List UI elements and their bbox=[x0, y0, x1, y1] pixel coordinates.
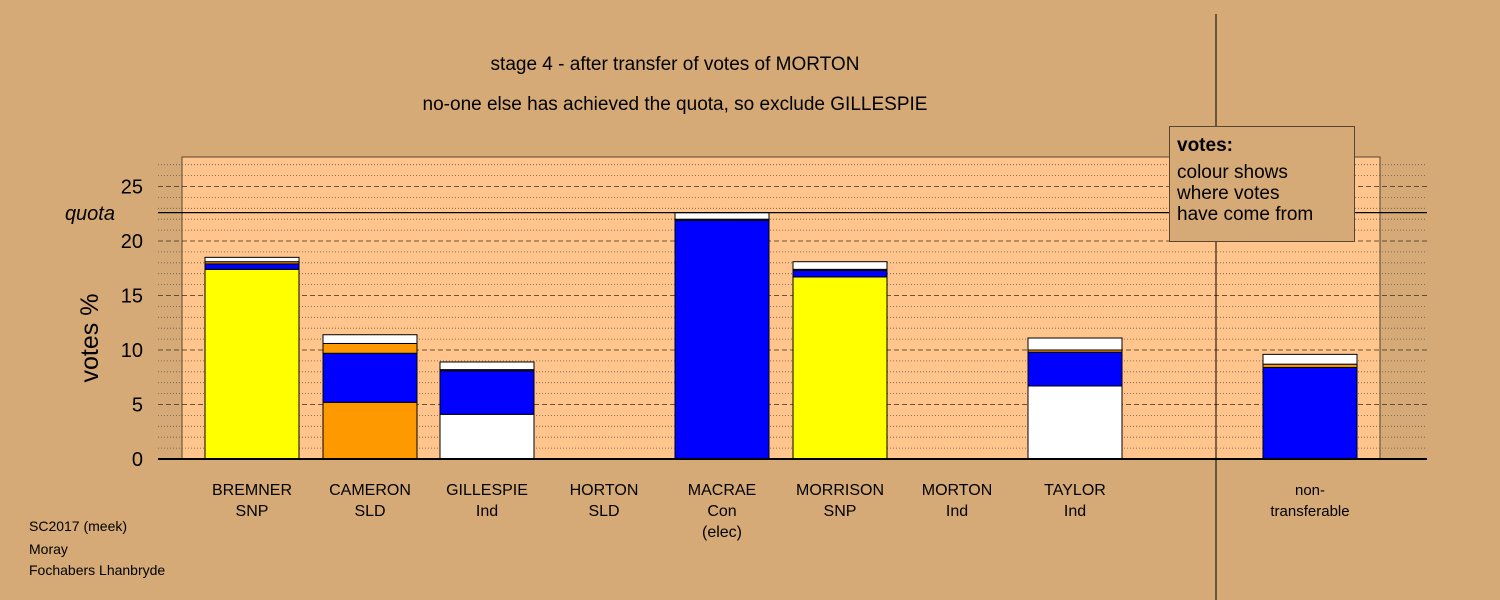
legend-title: votes: bbox=[1177, 135, 1233, 156]
category-label: CAMERON SLD bbox=[315, 480, 425, 522]
category-party: SLD bbox=[354, 503, 386, 520]
legend-box: votes: colour shows where votes have com… bbox=[1169, 126, 1355, 242]
footer-council: Moray bbox=[29, 541, 68, 557]
category-name: CAMERON bbox=[329, 482, 411, 499]
category-label: HORTON SLD bbox=[549, 480, 659, 522]
category-name: HORTON bbox=[569, 482, 639, 499]
legend-line: colour shows bbox=[1177, 162, 1288, 183]
bar-segment bbox=[792, 269, 888, 278]
bar-segment bbox=[792, 261, 888, 270]
category-party: Con bbox=[707, 503, 737, 520]
chart-subtitle: no-one else has achieved the quota, so e… bbox=[422, 94, 928, 115]
bar-segment bbox=[674, 219, 770, 460]
category-name: MACRAE bbox=[687, 482, 757, 499]
category-party: SNP bbox=[235, 503, 269, 520]
bar-segment bbox=[792, 276, 888, 460]
category-label: TAYLOR Ind bbox=[1020, 480, 1130, 522]
category-label: BREMNER SNP bbox=[197, 480, 307, 522]
y-tick-label: 5 bbox=[132, 395, 143, 417]
y-tick-label: 15 bbox=[121, 286, 143, 308]
bar-segment bbox=[204, 263, 300, 270]
category-party: SNP bbox=[823, 503, 857, 520]
category-party: Ind bbox=[1063, 503, 1087, 520]
category-label: MORTON Ind bbox=[902, 480, 1012, 522]
bar-layer bbox=[204, 212, 1358, 460]
quota-label: quota bbox=[65, 203, 115, 225]
bar-segment bbox=[322, 342, 418, 354]
bar-segment bbox=[1027, 337, 1123, 351]
chart-title: stage 4 - after transfer of votes of MOR… bbox=[490, 54, 860, 75]
category-name: BREMNER bbox=[211, 482, 292, 499]
bar-segment bbox=[322, 352, 418, 403]
axis-layer: 0 5 10 15 20 25 bbox=[121, 14, 1427, 600]
footer-election: SC2017 (meek) bbox=[29, 518, 128, 534]
category-party: SLD bbox=[588, 503, 620, 520]
category-name: MORRISON bbox=[796, 482, 884, 499]
bar-segment bbox=[1262, 353, 1358, 365]
category-party: transferable bbox=[1270, 503, 1350, 520]
category-name: non- bbox=[1294, 482, 1326, 499]
bar-segment bbox=[1262, 366, 1358, 460]
legend-line: where votes bbox=[1177, 183, 1280, 204]
category-label: MORRISON SNP bbox=[785, 480, 895, 522]
category-name: TAYLOR bbox=[1044, 482, 1106, 499]
category-name: MORTON bbox=[921, 482, 993, 499]
bar-segment bbox=[1027, 351, 1123, 387]
category-label: non-transferable bbox=[1255, 480, 1365, 522]
y-tick-label: 25 bbox=[121, 177, 143, 199]
bar-segment bbox=[322, 334, 418, 344]
bar-segment bbox=[204, 256, 300, 263]
y-axis-label: votes % bbox=[76, 294, 104, 383]
y-tick-label: 20 bbox=[121, 231, 143, 253]
bar-segment bbox=[439, 370, 535, 415]
category-label: MACRAE Con (elec) bbox=[667, 480, 777, 543]
category-note: (elec) bbox=[701, 524, 742, 541]
category-party: Ind bbox=[945, 503, 969, 520]
bar-segment bbox=[204, 268, 300, 460]
category-label: GILLESPIE Ind bbox=[432, 480, 542, 522]
y-tick-label: 0 bbox=[132, 449, 143, 471]
y-tick-label: 10 bbox=[121, 340, 143, 362]
bar-segment bbox=[674, 212, 770, 220]
footer-ward: Fochabers Lhanbryde bbox=[29, 562, 166, 578]
bar-segment bbox=[1027, 385, 1123, 460]
bar-segment bbox=[322, 401, 418, 460]
legend-line: have come from bbox=[1177, 204, 1314, 225]
bar-segment bbox=[439, 361, 535, 371]
category-name: GILLESPIE bbox=[446, 482, 528, 499]
category-party: Ind bbox=[475, 503, 499, 520]
bar-segment bbox=[439, 413, 535, 460]
